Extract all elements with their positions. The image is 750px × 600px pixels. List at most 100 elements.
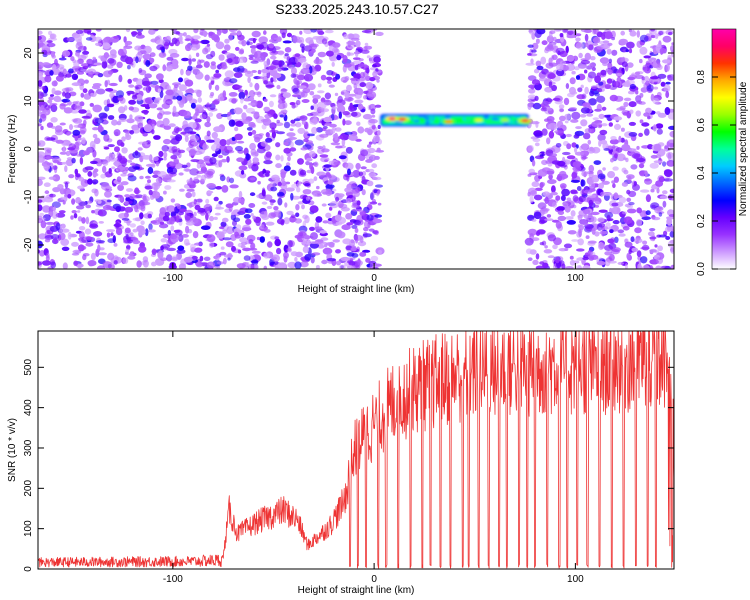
noise-blob: [580, 143, 590, 151]
noise-blob: [639, 92, 644, 98]
noise-blob: [548, 130, 555, 139]
colorbar-gradient: [712, 29, 736, 269]
noise-blob: [257, 56, 266, 63]
noise-blob: [289, 147, 297, 152]
noise-blob: [260, 68, 271, 74]
noise-blob: [97, 124, 103, 133]
noise-blob: [286, 132, 296, 138]
noise-blob: [532, 102, 542, 110]
noise-blob: [658, 176, 665, 183]
noise-blob: [252, 38, 256, 44]
noise-blob: [302, 246, 310, 253]
noise-blob: [344, 162, 354, 171]
noise-blob: [362, 249, 371, 253]
noise-blob: [149, 52, 156, 58]
noise-blob: [534, 155, 545, 160]
snr-ylabel: SNR (10 * v/v): [7, 418, 18, 482]
noise-blob: [181, 234, 189, 238]
noise-blob: [656, 128, 663, 135]
noise-blob: [620, 127, 625, 132]
noise-blob: [533, 68, 540, 74]
noise-blob: [151, 123, 156, 130]
noise-blob: [264, 114, 272, 119]
noise-blob: [184, 38, 191, 42]
noise-blob: [118, 74, 123, 83]
noise-blob: [332, 42, 341, 48]
noise-blob: [190, 102, 196, 109]
noise-blob: [241, 170, 245, 175]
noise-blob: [178, 77, 183, 83]
signal-blob: [513, 115, 522, 119]
noise-blob: [102, 42, 111, 50]
noise-blob: [219, 139, 227, 147]
noise-blob: [300, 147, 308, 151]
noise-blob: [38, 157, 43, 163]
noise-blob: [174, 90, 184, 98]
noise-blob: [44, 190, 50, 195]
noise-blob: [274, 236, 280, 240]
noise-blob: [376, 190, 380, 195]
noise-blob: [162, 111, 172, 115]
noise-blob: [239, 237, 249, 243]
noise-blob: [604, 244, 613, 251]
noise-blob: [191, 58, 196, 62]
noise-blob: [646, 84, 654, 92]
noise-blob: [194, 247, 203, 253]
noise-blob: [367, 128, 373, 136]
noise-blob: [102, 204, 112, 211]
noise-blob: [575, 42, 584, 50]
noise-blob: [260, 118, 269, 123]
noise-blob: [325, 172, 331, 177]
noise-blob: [260, 52, 268, 58]
noise-blob: [176, 204, 182, 210]
noise-blob: [582, 256, 589, 261]
noise-blob: [165, 89, 174, 96]
noise-blob: [368, 29, 378, 32]
noise-blob: [535, 120, 539, 128]
noise-blob: [152, 191, 161, 199]
noise-blob: [552, 36, 557, 42]
spectrogram-noise: [38, 29, 674, 269]
noise-blob: [39, 212, 44, 217]
noise-blob: [656, 187, 660, 194]
noise-blob: [330, 176, 340, 183]
noise-blob: [578, 52, 583, 59]
noise-blob: [586, 113, 594, 117]
noise-blob: [645, 194, 652, 203]
noise-blob: [374, 104, 382, 108]
noise-blob: [329, 201, 339, 209]
noise-blob: [142, 53, 152, 60]
noise-blob: [328, 84, 335, 88]
signal-blob: [483, 116, 490, 120]
noise-blob: [245, 153, 250, 161]
noise-blob: [226, 156, 230, 163]
noise-blob: [89, 140, 96, 149]
noise-blob: [46, 229, 51, 235]
noise-blob: [361, 30, 372, 33]
noise-blob: [306, 157, 313, 162]
noise-blob: [50, 117, 58, 123]
noise-blob: [344, 91, 350, 99]
noise-blob: [270, 186, 278, 192]
noise-blob: [340, 256, 350, 262]
noise-blob: [295, 56, 299, 64]
noise-blob: [277, 211, 282, 219]
noise-blob: [574, 151, 585, 156]
noise-blob: [193, 211, 197, 217]
noise-blob: [82, 167, 89, 173]
noise-blob: [44, 238, 51, 243]
noise-blob: [102, 161, 109, 166]
noise-blob: [658, 30, 664, 36]
noise-blob: [612, 183, 616, 189]
noise-blob: [289, 141, 294, 148]
noise-blob: [569, 77, 576, 85]
chart-title: S233.2025.243.10.57.C27: [275, 1, 439, 17]
noise-blob: [360, 166, 367, 170]
noise-blob: [157, 88, 162, 93]
noise-blob: [643, 112, 650, 117]
noise-blob: [226, 113, 232, 121]
noise-blob: [593, 29, 599, 35]
noise-blob: [145, 59, 151, 67]
noise-blob: [251, 151, 259, 157]
noise-blob: [40, 105, 45, 111]
